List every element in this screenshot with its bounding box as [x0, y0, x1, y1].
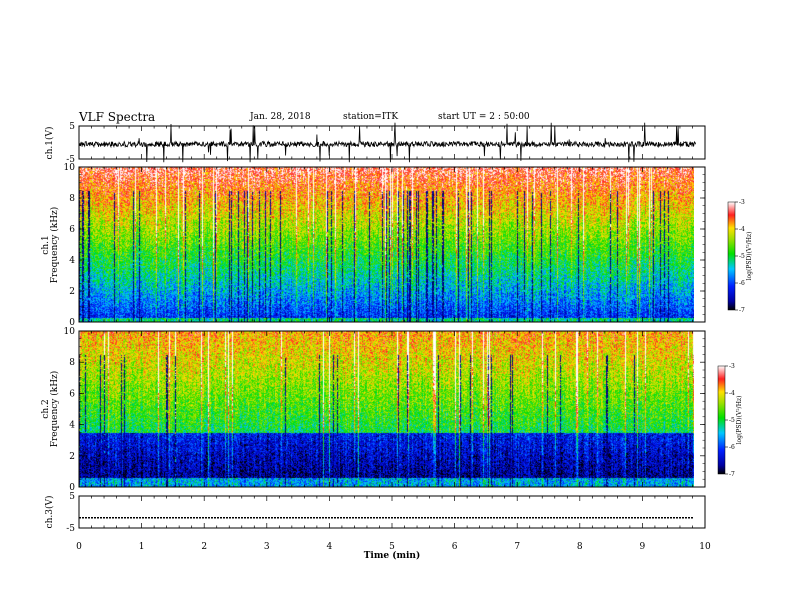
- ch3-ylabel: ch.3(V): [44, 496, 55, 529]
- x-tick-label: 10: [699, 542, 711, 552]
- ch1-waveform-panel: 5 -5: [66, 122, 706, 165]
- y-tick-label: 6: [69, 389, 75, 399]
- colorbar-tick-label: -4: [739, 226, 745, 233]
- ch2-spec-ylabel-line2: Frequency (kHz): [49, 371, 60, 448]
- y-tick-label: 0: [69, 483, 75, 493]
- y-tick-label: -5: [66, 155, 75, 165]
- station-label: station=ITK: [343, 112, 399, 122]
- x-tick-label: 8: [577, 542, 583, 552]
- colorbar-tick-label: -6: [739, 280, 745, 287]
- y-tick-label: 6: [69, 225, 75, 235]
- ch1-spec-ylabel: ch.1 Frequency (kHz): [41, 207, 60, 284]
- y-tick-label: 4: [69, 421, 75, 431]
- ch1-spectrogram-panel: 0 2 4 6 8 10: [64, 163, 706, 328]
- x-tick-label: 2: [201, 542, 207, 552]
- spectrogram-image: [79, 331, 694, 487]
- x-tick-label: 6: [452, 542, 458, 552]
- ch3-waveform-panel: 0 1 2 3 4 5 6 7 8 9 10 5 -5: [66, 492, 711, 552]
- y-tick-label: 10: [64, 327, 76, 337]
- spectrogram-image: [79, 167, 694, 322]
- ch1-waveform-line: [78, 122, 696, 163]
- x-tick-label: 9: [640, 542, 646, 552]
- colorbar-tick-label: -6: [729, 444, 735, 451]
- ch2-spectrogram-panel: 0 2 4 6 8 10: [64, 327, 706, 493]
- y-tick-label: 8: [69, 194, 75, 204]
- colorbar-tick-label: -7: [739, 307, 745, 314]
- colorbar-tick-label: -3: [739, 199, 745, 206]
- x-axis-label: Time (min): [364, 550, 421, 561]
- y-tick-label: 2: [69, 452, 75, 462]
- ch2-spec-ylabel: ch.2 Frequency (kHz): [41, 371, 60, 448]
- x-tick-label: 0: [76, 542, 82, 552]
- ch2-colorbar: -3 -4 -5 -6 -7 log(PSD)(V²/Hz): [717, 363, 743, 478]
- ch2-colorbar-label: log(PSD)(V²/Hz): [736, 396, 743, 445]
- ch1-colorbar: -3 -4 -5 -6 -7 log(PSD)(V²/Hz): [727, 199, 753, 314]
- colorbar-tick-label: -7: [729, 471, 735, 478]
- ch1-spec-ylabel-line2: Frequency (kHz): [49, 207, 60, 284]
- y-tick-label: 10: [64, 163, 76, 173]
- y-tick-label: 8: [69, 358, 75, 368]
- x-tick-label: 1: [139, 542, 145, 552]
- ch1-spec-ylabel-line1: ch.1: [41, 235, 51, 254]
- x-tick-label: 5: [389, 542, 395, 552]
- figure-title: VLF Spectra: [79, 110, 156, 124]
- colorbar-tick-label: -4: [729, 390, 735, 397]
- x-tick-label: 3: [264, 542, 270, 552]
- ch1-colorbar-label: log(PSD)(V²/Hz): [746, 232, 753, 281]
- x-tick-label: 7: [514, 542, 520, 552]
- y-tick-label: 0: [69, 318, 75, 328]
- date-label: Jan. 28, 2018: [250, 112, 311, 122]
- colorbar-tick-label: -3: [729, 363, 735, 370]
- x-tick-label: 4: [327, 542, 333, 552]
- ch1-ylabel: ch.1(V): [44, 127, 55, 160]
- colorbar-tick-label: -5: [729, 417, 735, 424]
- y-tick-label: 5: [69, 122, 75, 132]
- y-tick-label: 4: [69, 256, 75, 266]
- start-ut-label: start UT = 2 : 50:00: [438, 112, 530, 122]
- ch2-spec-ylabel-line1: ch.2: [41, 399, 51, 418]
- y-tick-label: 5: [69, 492, 75, 502]
- y-tick-label: -5: [66, 524, 75, 534]
- colorbar-tick-label: -5: [739, 253, 745, 260]
- y-tick-label: 2: [69, 287, 75, 297]
